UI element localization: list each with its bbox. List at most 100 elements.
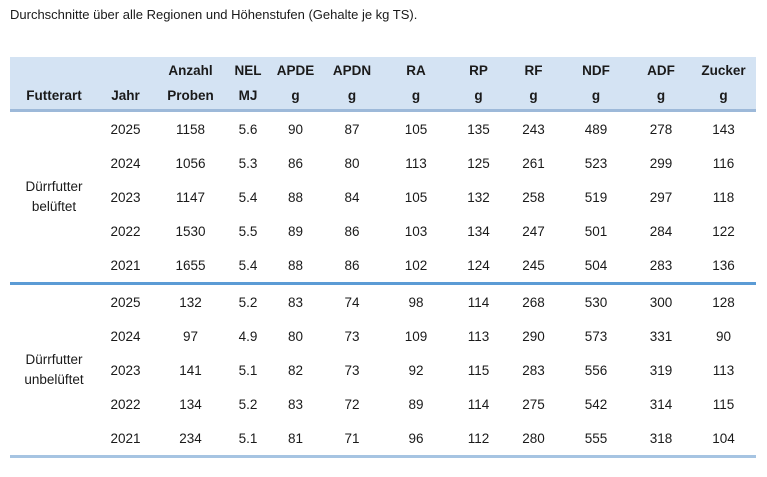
cell-zucker: 104 bbox=[712, 430, 735, 446]
table-header: Futterart Jahr Anzahl Proben NEL MJ APDE g … bbox=[10, 57, 756, 112]
table-row: Dürrfutter belüftet 2025 1158 5.6 90 87 1… bbox=[10, 111, 756, 215]
cell-rp: 134 bbox=[467, 223, 490, 239]
cell-apdn: 71 bbox=[344, 430, 360, 446]
cell-jahr: 2021 bbox=[110, 430, 141, 446]
group-duerrfutter-unbelueftet: Dürrfutter unbelüftet 2025 132 5.2 83 74 … bbox=[10, 284, 756, 457]
cell-apde: 80 bbox=[287, 328, 304, 344]
page-title: Durchschnitte über alle Regionen und Höh… bbox=[10, 7, 418, 22]
column-header-adf: ADF g bbox=[631, 57, 691, 112]
cell-adf: 284 bbox=[649, 223, 673, 239]
column-header-apde: APDE g bbox=[268, 57, 323, 112]
cell-proben: 141 bbox=[179, 362, 202, 378]
cell-nel: 5.1 bbox=[238, 362, 258, 378]
cell-ra: 105 bbox=[404, 121, 428, 137]
column-header-jahr: Jahr bbox=[98, 57, 153, 112]
table-row: 2024 97 4.9 80 73 109 113 290 573 331 90 bbox=[10, 319, 756, 353]
cell-nel: 4.9 bbox=[238, 328, 258, 344]
cell-ra: 109 bbox=[404, 328, 428, 344]
cell-jahr: 2023 bbox=[110, 362, 141, 378]
cell-ndf: 523 bbox=[584, 155, 608, 171]
cell-ra: 113 bbox=[405, 155, 427, 171]
cell-ra: 103 bbox=[404, 223, 428, 239]
column-header-ndf: NDF g bbox=[561, 57, 631, 112]
cell-adf: 297 bbox=[649, 189, 673, 205]
cell-zucker: 136 bbox=[712, 257, 735, 273]
cell-apdn: 74 bbox=[344, 294, 360, 310]
cell-proben: 1530 bbox=[175, 223, 206, 239]
cell-jahr: 2021 bbox=[110, 257, 141, 273]
cell-adf: 299 bbox=[649, 155, 673, 171]
cell-nel: 5.4 bbox=[238, 257, 258, 273]
cell-ra: 92 bbox=[408, 362, 424, 378]
cell-rp: 114 bbox=[467, 396, 490, 412]
column-header-ra: RA g bbox=[381, 57, 451, 112]
cell-zucker: 115 bbox=[712, 396, 735, 412]
cell-zucker: 113 bbox=[712, 362, 735, 378]
cell-proben: 132 bbox=[179, 294, 202, 310]
cell-ndf: 573 bbox=[584, 328, 608, 344]
cell-apdn: 73 bbox=[344, 328, 360, 344]
cell-adf: 283 bbox=[649, 257, 673, 273]
cell-rp: 132 bbox=[467, 189, 490, 205]
table-row: 2021 1655 5.4 88 86 102 124 245 504 283 … bbox=[10, 248, 756, 284]
table-row: 2022 134 5.2 83 72 89 114 275 542 314 11… bbox=[10, 387, 756, 421]
cell-rp: 114 bbox=[467, 294, 490, 310]
column-header-futterart: Futterart bbox=[10, 57, 98, 112]
table-row: 2023 141 5.1 82 73 92 115 283 556 319 11… bbox=[10, 353, 756, 387]
cell-ndf: 501 bbox=[584, 223, 608, 239]
cell-ndf: 555 bbox=[584, 430, 608, 446]
cell-proben: 1158 bbox=[175, 121, 206, 137]
cell-rp: 113 bbox=[467, 328, 490, 344]
cell-apde: 89 bbox=[287, 223, 304, 239]
cell-ndf: 504 bbox=[584, 257, 608, 273]
cell-rf: 258 bbox=[522, 189, 545, 205]
cell-nel: 5.6 bbox=[238, 121, 258, 137]
cell-apdn: 73 bbox=[344, 362, 360, 378]
cell-zucker: 122 bbox=[712, 223, 735, 239]
cell-rf: 283 bbox=[522, 362, 545, 378]
cell-adf: 300 bbox=[649, 294, 673, 310]
cell-rp: 124 bbox=[467, 257, 490, 273]
cell-proben: 1655 bbox=[175, 257, 206, 273]
cell-rp: 112 bbox=[467, 430, 490, 446]
cell-apdn: 84 bbox=[344, 189, 360, 205]
cell-zucker: 90 bbox=[715, 328, 732, 344]
feed-averages-table: Futterart Jahr Anzahl Proben NEL MJ APDE g … bbox=[10, 57, 756, 458]
table-row: 2023 1147 5.4 88 84 105 132 258 519 297 … bbox=[10, 180, 756, 214]
futterart-label: Dürrfutter belüftet bbox=[25, 179, 83, 214]
cell-proben: 97 bbox=[182, 328, 199, 344]
cell-proben: 1147 bbox=[175, 189, 206, 205]
cell-ndf: 542 bbox=[584, 396, 608, 412]
column-header-rp: RP g bbox=[451, 57, 506, 112]
cell-nel: 5.4 bbox=[238, 189, 258, 205]
cell-apdn: 87 bbox=[344, 121, 360, 137]
cell-apde: 82 bbox=[287, 362, 304, 378]
cell-adf: 319 bbox=[649, 362, 673, 378]
cell-ra: 98 bbox=[408, 294, 424, 310]
cell-apdn: 86 bbox=[344, 223, 360, 239]
cell-rp: 125 bbox=[467, 155, 490, 171]
cell-rf: 245 bbox=[522, 257, 545, 273]
cell-rf: 275 bbox=[522, 396, 545, 412]
cell-proben: 134 bbox=[179, 396, 202, 412]
cell-adf: 314 bbox=[649, 396, 673, 412]
cell-rf: 280 bbox=[522, 430, 545, 446]
cell-ra: 96 bbox=[408, 430, 424, 446]
cell-nel: 5.1 bbox=[238, 430, 258, 446]
cell-adf: 278 bbox=[649, 121, 673, 137]
table-row: 2022 1530 5.5 89 86 103 134 247 501 284 … bbox=[10, 214, 756, 248]
cell-ra: 89 bbox=[408, 396, 424, 412]
cell-jahr: 2023 bbox=[110, 189, 141, 205]
cell-ndf: 556 bbox=[584, 362, 608, 378]
header-row: Futterart Jahr Anzahl Proben NEL MJ APDE g … bbox=[10, 57, 756, 112]
cell-ndf: 489 bbox=[584, 121, 608, 137]
cell-zucker: 128 bbox=[712, 294, 735, 310]
cell-jahr: 2025 bbox=[110, 121, 141, 137]
cell-zucker: 118 bbox=[712, 189, 735, 205]
cell-apde: 90 bbox=[287, 121, 304, 137]
cell-ra: 102 bbox=[404, 257, 428, 273]
cell-ndf: 519 bbox=[584, 189, 608, 205]
cell-apde: 81 bbox=[287, 430, 304, 446]
cell-rf: 247 bbox=[522, 223, 545, 239]
futterart-label: Dürrfutter unbelüftet bbox=[24, 352, 84, 387]
